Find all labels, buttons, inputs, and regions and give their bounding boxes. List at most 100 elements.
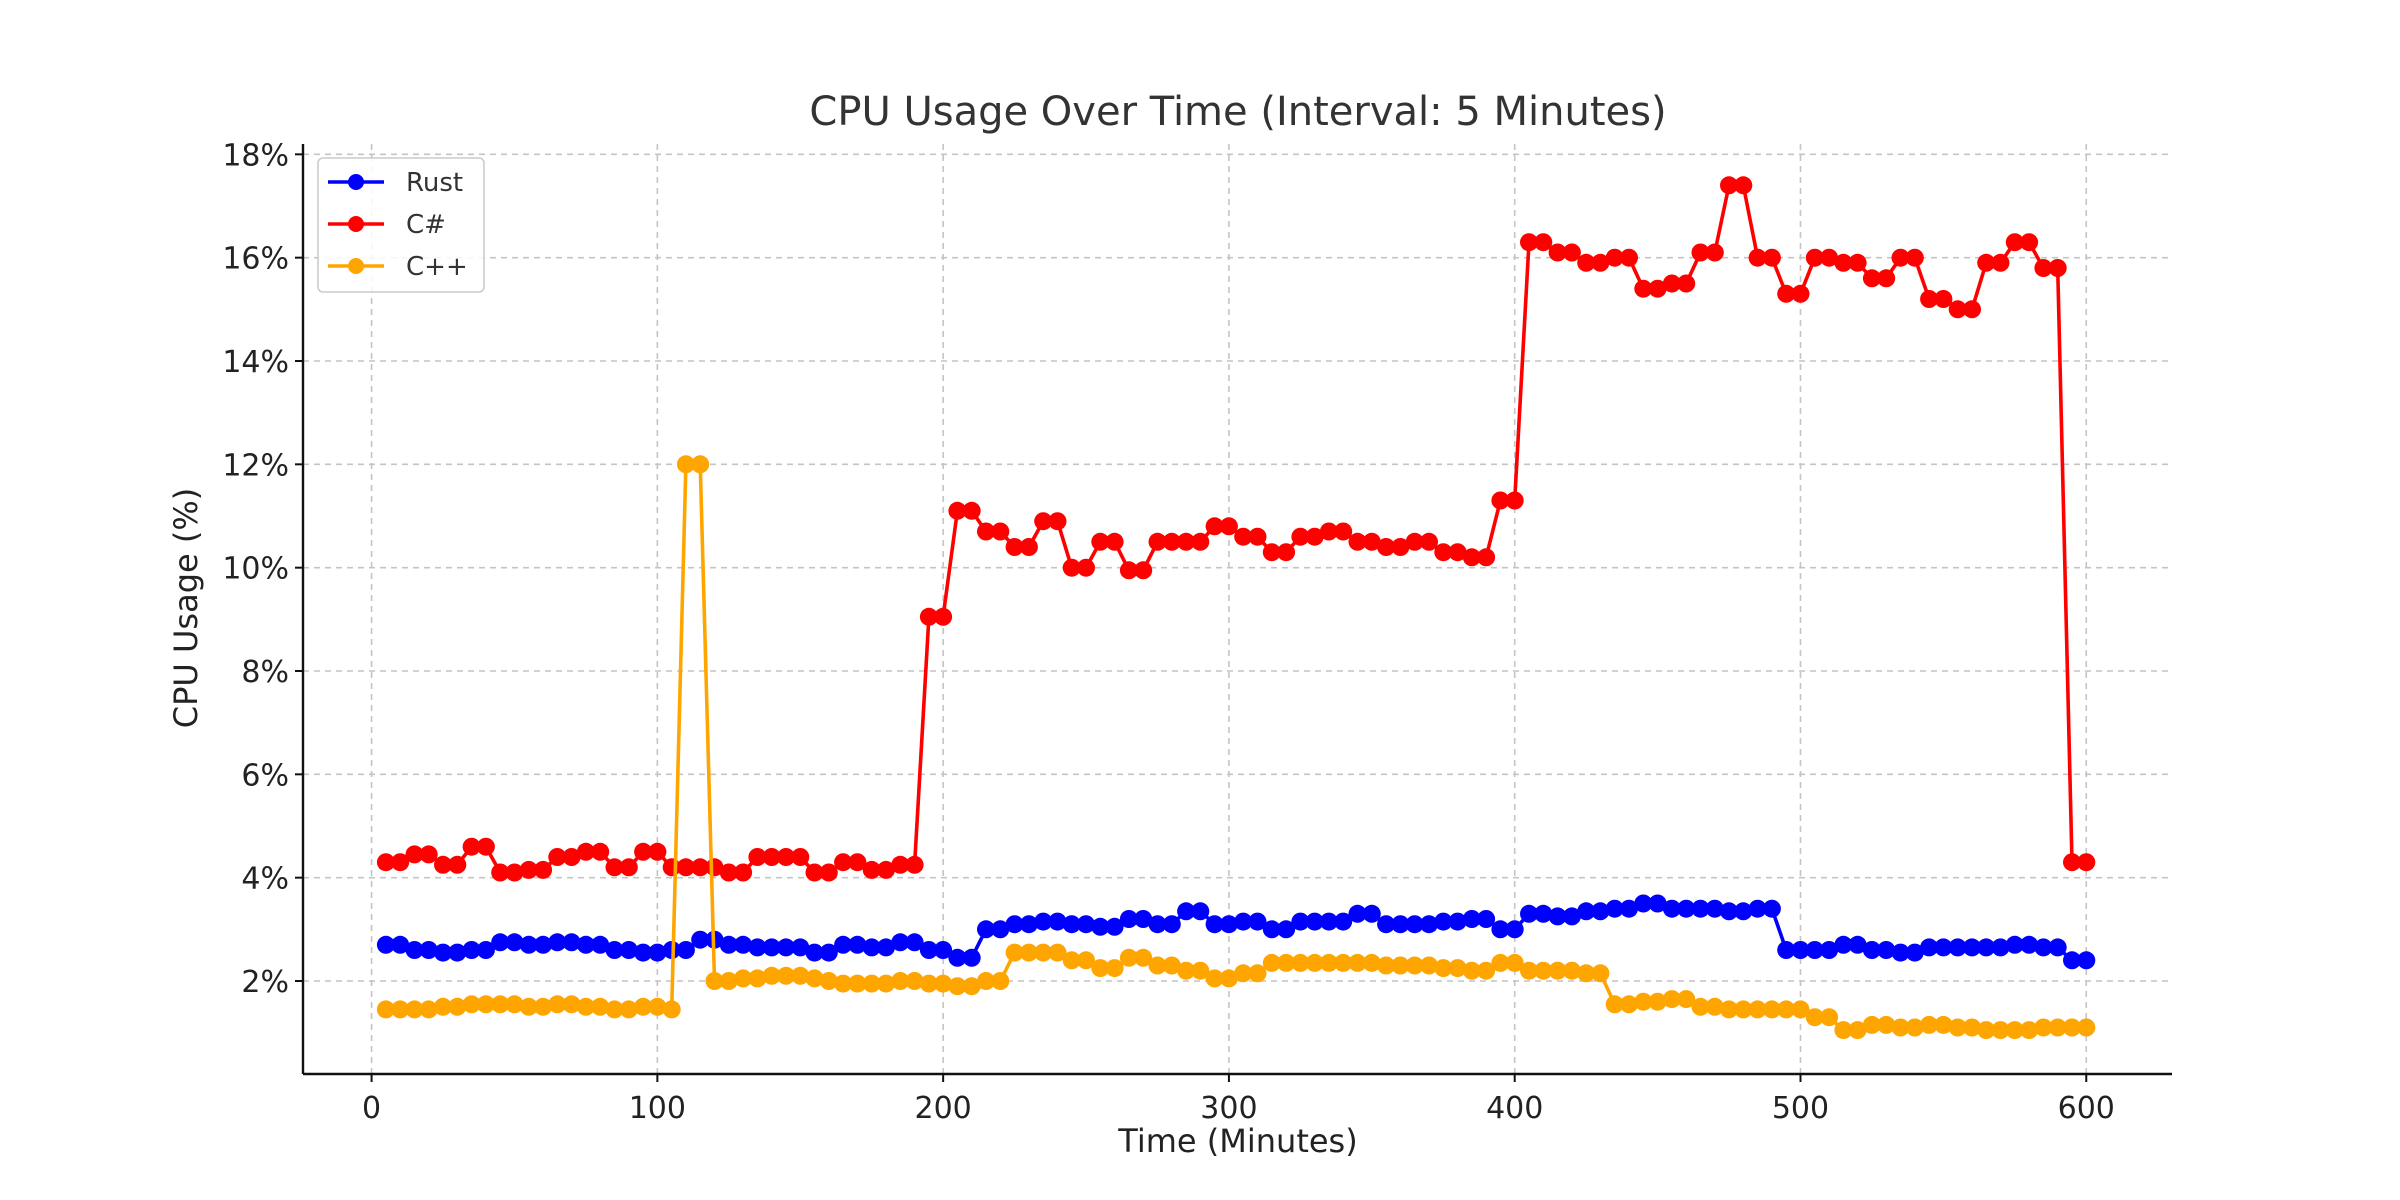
data-point-cplusplus [1019,943,1038,962]
data-point-csharp [1662,274,1681,293]
data-point-cplusplus [1191,961,1210,980]
data-point-csharp [1905,248,1924,267]
legend-label-rust: Rust [406,168,463,198]
data-point-cplusplus [491,995,510,1014]
data-point-cplusplus [1905,1018,1924,1037]
data-point-csharp [391,853,410,872]
data-point-csharp [1705,243,1724,262]
data-point-rust [719,935,738,954]
data-point-rust [1605,899,1624,918]
data-point-cplusplus [1720,1000,1738,1019]
data-point-csharp [819,863,838,882]
data-point-csharp [991,522,1010,541]
data-point-csharp [1477,548,1496,567]
data-point-rust [419,941,438,959]
data-point-rust [1734,902,1753,921]
data-point-rust [1034,912,1053,931]
data-point-csharp [1534,233,1553,252]
data-point-cplusplus [934,974,953,993]
data-point-rust [1148,915,1167,934]
data-point-rust [648,943,667,962]
data-point-rust [2048,938,2067,957]
data-point-cplusplus [1105,959,1124,978]
legend-label-csharp: C# [406,210,446,240]
data-point-csharp [1605,248,1624,267]
data-point-rust [891,933,910,952]
data-point-rust [434,943,452,962]
data-point-cplusplus [1305,953,1324,972]
data-point-rust [948,948,967,967]
y-tick-label: 18% [222,138,289,173]
data-point-csharp [1991,253,2010,272]
data-point-cplusplus [719,972,738,990]
data-point-csharp [1405,532,1424,551]
data-point-rust [1391,915,1410,934]
data-point-rust [562,933,581,952]
data-point-cplusplus [2063,1018,2081,1037]
data-point-cplusplus [1591,964,1610,983]
data-point-csharp [862,860,881,879]
data-point-rust [1291,912,1310,931]
data-point-csharp [1934,290,1953,308]
data-point-cplusplus [877,974,895,993]
data-point-csharp [2034,259,2053,277]
data-point-csharp [1391,538,1410,556]
data-point-cplusplus [1119,948,1138,967]
data-point-csharp [934,607,953,626]
data-point-cplusplus [1548,961,1567,980]
data-point-cplusplus [419,1000,438,1019]
data-point-csharp [2063,853,2081,872]
data-point-cplusplus [977,972,995,990]
data-point-csharp [2077,853,2096,872]
data-point-rust [576,935,595,954]
data-point-rust [591,935,610,954]
data-point-csharp [534,860,553,879]
data-point-rust [476,941,495,959]
data-point-rust [834,935,853,954]
data-point-cplusplus [948,977,967,996]
data-point-csharp [805,863,824,882]
data-point-rust [1848,935,1867,954]
data-point-cplusplus [476,995,495,1014]
data-point-rust [448,943,467,962]
data-point-cplusplus [1920,1015,1939,1034]
data-point-cplusplus [1177,961,1196,980]
data-point-cplusplus [777,966,795,985]
data-point-rust [534,935,553,954]
data-point-cplusplus [1834,1021,1853,1040]
x-tick-label: 400 [1486,1091,1543,1126]
data-point-cplusplus [1948,1018,1967,1037]
data-point-csharp [1720,176,1738,195]
data-point-rust [1420,915,1438,934]
data-point-csharp [505,863,524,882]
data-point-rust [1334,912,1353,931]
data-point-cplusplus [1605,995,1624,1014]
data-point-rust [1405,915,1424,934]
data-point-csharp [2020,233,2039,252]
data-point-csharp [376,853,395,872]
series-layer [376,176,2096,1040]
data-point-cplusplus [1691,997,1710,1016]
data-point-csharp [419,845,438,864]
data-point-cplusplus [1134,948,1153,967]
data-point-csharp [605,858,624,877]
data-point-rust [1520,904,1538,923]
legend-marker-rust [348,174,364,190]
data-point-rust [1362,904,1381,923]
data-point-cplusplus [2005,1021,2024,1040]
data-point-csharp [1205,517,1224,536]
data-point-cplusplus [1448,959,1467,978]
data-point-rust [519,935,538,954]
y-tick-label: 4% [241,862,289,897]
data-point-rust [1191,902,1210,921]
data-point-csharp [1848,253,1867,272]
data-point-csharp [848,853,867,872]
data-point-cplusplus [1520,961,1538,980]
data-point-rust [1791,941,1810,959]
data-point-cplusplus [1562,961,1581,980]
data-point-csharp [1219,517,1238,536]
data-point-csharp [676,858,695,877]
data-point-cplusplus [676,455,695,474]
series-cplusplus [376,455,2096,1040]
